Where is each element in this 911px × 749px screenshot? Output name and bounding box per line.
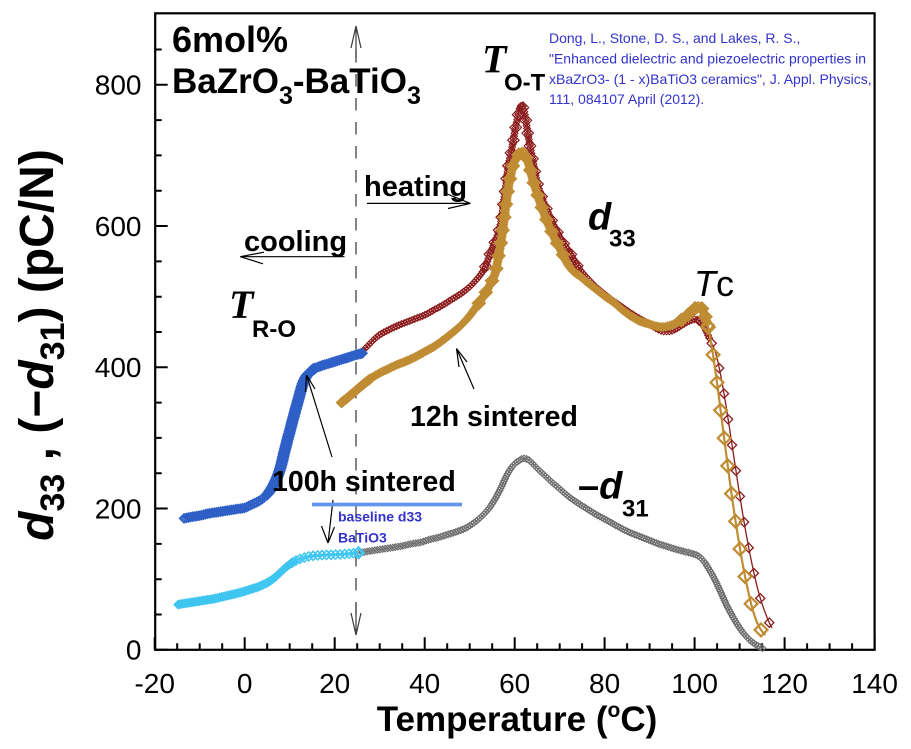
svg-text:-20: -20 (134, 668, 174, 699)
svg-text:100h sintered: 100h sintered (272, 466, 456, 498)
svg-text:Temperature (oC): Temperature (oC) (377, 699, 658, 739)
svg-text:33: 33 (609, 226, 636, 253)
svg-text:xBaZrO3- (1 - x)BaTiO3 ceramic: xBaZrO3- (1 - x)BaTiO3 ceramics", J. App… (549, 71, 872, 87)
svg-text:6mol%: 6mol% (172, 19, 288, 60)
svg-text:O-T: O-T (504, 70, 546, 97)
svg-text:40: 40 (409, 668, 440, 699)
svg-text:R-O: R-O (252, 316, 296, 343)
svg-text:0: 0 (237, 668, 253, 699)
svg-text:0: 0 (126, 635, 142, 666)
svg-text:c: c (716, 263, 734, 304)
svg-text:100: 100 (671, 668, 718, 699)
svg-text:400: 400 (95, 352, 142, 383)
svg-text:d33 , (−d31) (pC/N): d33 , (−d31) (pC/N) (11, 149, 72, 541)
svg-text:12h sintered: 12h sintered (410, 401, 578, 433)
svg-text:31: 31 (622, 496, 649, 523)
svg-text:60: 60 (499, 668, 530, 699)
svg-text:140: 140 (851, 668, 898, 699)
svg-text:d: d (588, 197, 612, 239)
svg-text:120: 120 (761, 668, 808, 699)
svg-text:200: 200 (95, 493, 142, 524)
svg-text:800: 800 (95, 70, 142, 101)
svg-text:–d: –d (578, 466, 623, 508)
svg-text:heating: heating (364, 171, 467, 203)
svg-text:600: 600 (95, 211, 142, 242)
svg-text:Dong, L., Stone, D. S., and La: Dong, L., Stone, D. S., and Lakes, R. S.… (549, 30, 800, 46)
svg-text:T: T (694, 263, 719, 304)
svg-text:20: 20 (319, 668, 350, 699)
svg-text:BaTiO3: BaTiO3 (338, 530, 387, 546)
svg-text:T: T (482, 36, 508, 81)
svg-text:baseline d33: baseline d33 (338, 509, 422, 525)
svg-text:"Enhanced dielectric and piezo: "Enhanced dielectric and piezoelectric p… (549, 50, 866, 66)
svg-text:111, 084107 April (2012).: 111, 084107 April (2012). (549, 91, 704, 107)
svg-text:80: 80 (589, 668, 620, 699)
svg-text:T: T (229, 282, 255, 327)
